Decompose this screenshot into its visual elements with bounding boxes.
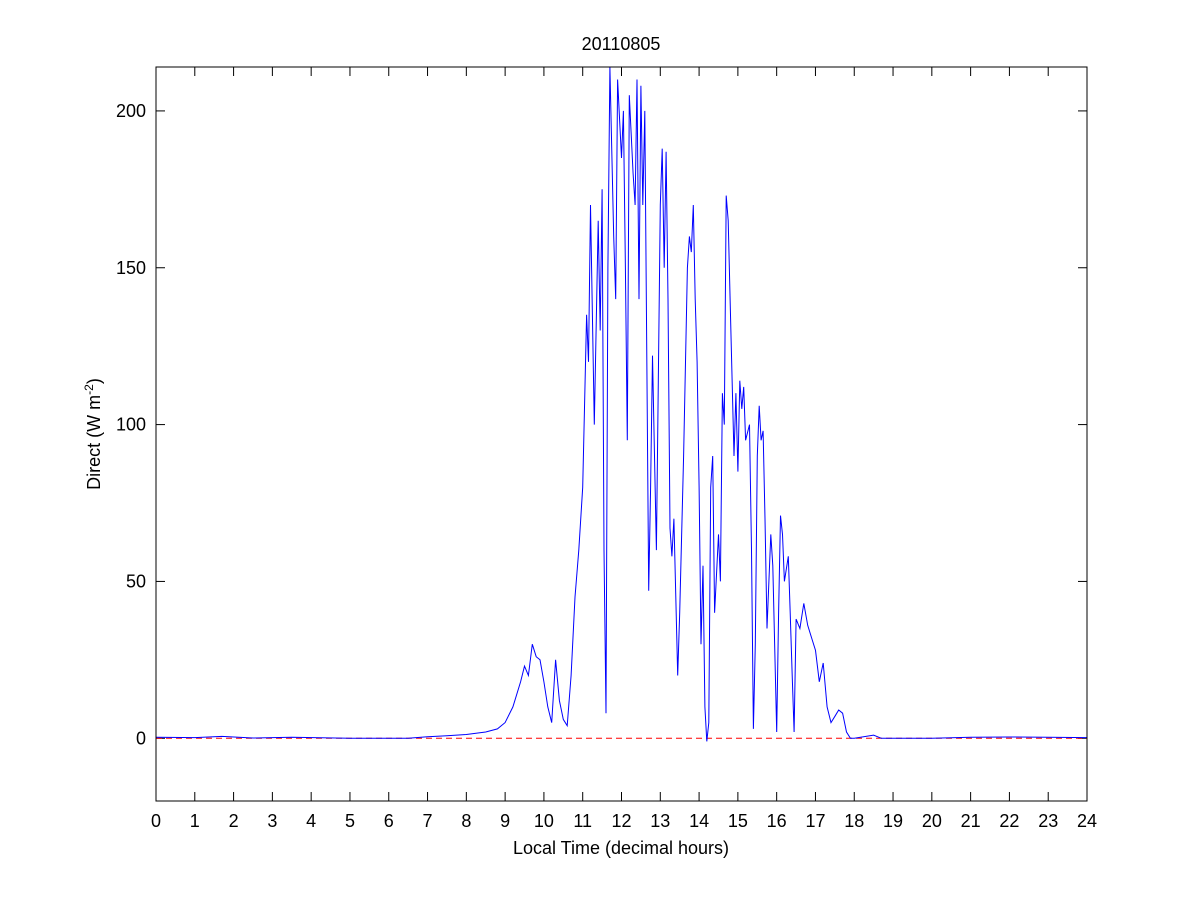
x-tick-label: 0	[151, 811, 161, 831]
chart-title: 20110805	[582, 34, 661, 54]
x-tick-label: 12	[611, 811, 631, 831]
y-label-text: Direct (W m	[84, 395, 104, 490]
x-axis-label: Local Time (decimal hours)	[513, 838, 729, 858]
x-tick-label: 18	[844, 811, 864, 831]
x-tick-label: 6	[384, 811, 394, 831]
x-tick-label: 3	[267, 811, 277, 831]
y-tick-label: 150	[116, 258, 146, 278]
y-tick-label: 0	[136, 728, 146, 748]
x-tick-label: 17	[805, 811, 825, 831]
x-tick-label: 24	[1077, 811, 1097, 831]
x-tick-label: 21	[961, 811, 981, 831]
x-tick-label: 10	[534, 811, 554, 831]
x-tick-label: 13	[650, 811, 670, 831]
x-tick-label: 9	[500, 811, 510, 831]
x-tick-label: 5	[345, 811, 355, 831]
plot-frame	[155, 66, 1088, 802]
x-tick-label: 16	[767, 811, 787, 831]
x-tick-label: 20	[922, 811, 942, 831]
x-tick-label: 2	[229, 811, 239, 831]
x-tick-label: 4	[306, 811, 316, 831]
y-tick-label: 50	[126, 571, 146, 591]
data-line	[155, 66, 1088, 742]
x-tick-label: 23	[1038, 811, 1058, 831]
y-tick-label: 200	[116, 101, 146, 121]
x-tick-label: 1	[190, 811, 200, 831]
x-tick-label: 7	[423, 811, 433, 831]
x-tick-label: 15	[728, 811, 748, 831]
y-label-sup: -2	[82, 384, 96, 395]
x-tick-label: 11	[573, 811, 592, 831]
y-axis-label: Direct (W m-2)	[82, 378, 104, 490]
y-label-end: )	[84, 378, 104, 384]
x-tick-label: 14	[689, 811, 709, 831]
y-tick-label: 100	[116, 415, 146, 435]
x-tick-label: 22	[999, 811, 1019, 831]
x-tick-label: 8	[461, 811, 471, 831]
x-tick-label: 19	[883, 811, 903, 831]
